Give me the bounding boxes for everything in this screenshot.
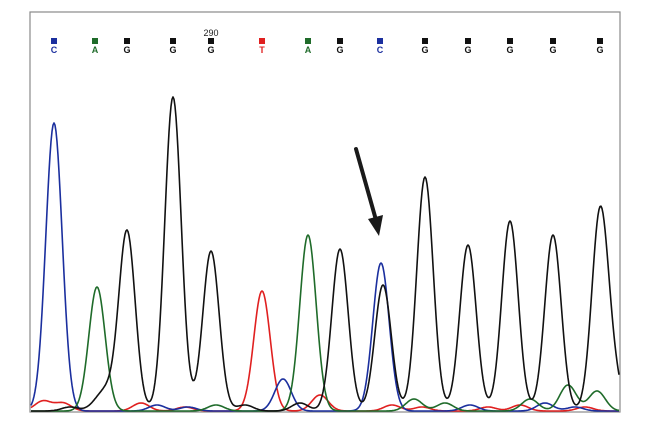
base-quality-mark xyxy=(92,38,98,44)
base-call-label: C xyxy=(377,45,384,55)
base-call-7: A xyxy=(305,38,312,55)
trace-a xyxy=(31,234,620,412)
base-call-label: G xyxy=(464,45,471,55)
arrow-head xyxy=(368,215,383,236)
base-call-10: G xyxy=(421,38,429,55)
base-call-2: A xyxy=(92,38,99,55)
base-call-label: G xyxy=(336,45,343,55)
base-call-3: G xyxy=(123,38,131,55)
base-quality-mark xyxy=(337,38,343,44)
base-quality-mark xyxy=(377,38,383,44)
base-call-13: G xyxy=(549,38,557,55)
base-call-6: T xyxy=(259,38,265,55)
arrow-annotation xyxy=(354,147,383,236)
base-quality-mark xyxy=(507,38,513,44)
base-quality-mark xyxy=(259,38,265,44)
base-call-1: C xyxy=(51,38,58,55)
base-call-label: C xyxy=(51,45,58,55)
base-quality-mark xyxy=(465,38,471,44)
plot-frame xyxy=(29,11,621,413)
base-quality-mark xyxy=(124,38,130,44)
trace-g xyxy=(31,96,620,412)
base-call-9: C xyxy=(377,38,384,55)
base-call-label: G xyxy=(169,45,176,55)
base-call-8: G xyxy=(336,38,344,55)
base-call-label: A xyxy=(92,45,99,55)
base-call-12: G xyxy=(506,38,514,55)
base-call-label: G xyxy=(123,45,130,55)
base-call-11: G xyxy=(464,38,472,55)
trace-area xyxy=(30,96,620,412)
base-quality-mark xyxy=(550,38,556,44)
base-call-14: G xyxy=(596,38,604,55)
base-call-4: G xyxy=(169,38,177,55)
base-call-label: G xyxy=(596,45,603,55)
base-call-label: T xyxy=(259,45,265,55)
base-quality-mark xyxy=(305,38,311,44)
base-quality-mark xyxy=(597,38,603,44)
base-quality-mark xyxy=(170,38,176,44)
base-call-5: G xyxy=(207,38,215,55)
base-quality-mark xyxy=(422,38,428,44)
base-call-label: G xyxy=(207,45,214,55)
base-quality-mark xyxy=(51,38,57,44)
base-call-label: A xyxy=(305,45,312,55)
base-call-label: G xyxy=(549,45,556,55)
position-label-290: 290 xyxy=(203,28,218,38)
base-call-label: G xyxy=(421,45,428,55)
base-call-label: G xyxy=(506,45,513,55)
base-quality-mark xyxy=(208,38,214,44)
arrow-shaft xyxy=(354,147,378,222)
